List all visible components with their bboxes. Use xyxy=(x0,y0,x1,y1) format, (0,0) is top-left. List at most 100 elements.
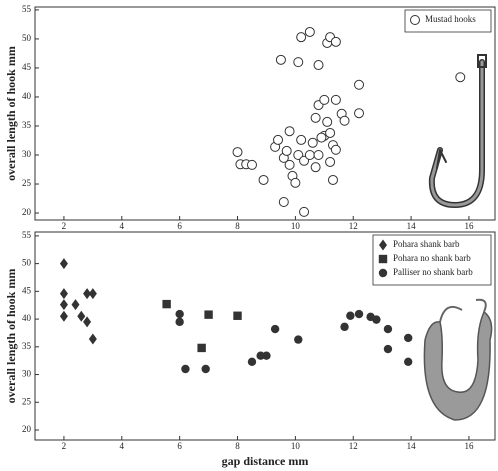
legend-marker xyxy=(379,239,387,251)
point xyxy=(404,357,413,366)
point xyxy=(296,32,307,43)
point xyxy=(310,162,321,173)
point xyxy=(281,145,292,156)
plot-frame xyxy=(34,231,496,441)
y-tick-label: 25 xyxy=(22,178,32,188)
point xyxy=(275,54,286,65)
point xyxy=(246,159,257,170)
point xyxy=(175,317,184,327)
point xyxy=(339,115,350,126)
point xyxy=(313,60,324,71)
point xyxy=(83,288,92,300)
plots: 20 25 30 35 40 45 50 55 2 4 6 8 10 12 14 16 overall leng… xyxy=(4,4,496,468)
y-axis-title: overall length of hook mm xyxy=(4,46,18,181)
hook-illustration xyxy=(428,54,487,209)
y-tick-label: 35 xyxy=(22,120,32,130)
y-tick-label: 55 xyxy=(22,230,32,240)
plot-frame xyxy=(34,6,496,221)
point xyxy=(294,335,303,344)
legend-label: Mustad hooks xyxy=(425,14,476,24)
y-tick-label: 50 xyxy=(22,258,32,268)
point xyxy=(383,344,393,354)
y-tick-label: 40 xyxy=(22,313,32,323)
y-tick-label: 45 xyxy=(22,285,32,295)
point xyxy=(258,174,269,185)
point xyxy=(346,311,355,320)
point xyxy=(455,72,466,83)
x-tick-label: 12 xyxy=(349,441,358,451)
x-tick-label: 16 xyxy=(464,441,474,451)
point xyxy=(273,134,284,145)
point xyxy=(201,364,210,374)
point xyxy=(290,177,301,188)
y-tick-label: 40 xyxy=(22,91,32,101)
y-tick-label: 30 xyxy=(22,149,32,159)
y-tick-label: 35 xyxy=(22,341,32,351)
x-tick-label: 8 xyxy=(235,221,240,231)
point xyxy=(299,155,310,166)
y-axis-title: overall length of hook mm xyxy=(4,269,18,404)
point xyxy=(340,322,349,332)
point xyxy=(256,351,265,360)
legend-marker xyxy=(410,15,420,25)
x-tick-label: 14 xyxy=(407,441,417,451)
point xyxy=(71,299,80,311)
point xyxy=(59,310,68,322)
x-tick-label: 6 xyxy=(177,441,182,451)
legend: Mustad hooks xyxy=(404,9,492,33)
point xyxy=(175,309,184,319)
x-axis-title: gap distance mm xyxy=(222,454,309,468)
point xyxy=(284,159,295,170)
x-tick-label: 8 xyxy=(235,441,240,451)
x-tick-label: 4 xyxy=(120,441,125,451)
point xyxy=(162,299,171,309)
y-tick-label: 55 xyxy=(22,4,32,14)
point xyxy=(354,79,365,90)
point xyxy=(59,258,68,270)
x-tick-label: 10 xyxy=(291,221,301,231)
legend-label: Pohara shank barb xyxy=(393,239,460,249)
point xyxy=(307,137,318,148)
bone-hook-illustration xyxy=(423,298,493,421)
point xyxy=(88,288,97,300)
point xyxy=(383,324,393,334)
y-tick-label: 45 xyxy=(22,62,32,72)
point xyxy=(77,310,86,322)
x-tick-label: 12 xyxy=(349,221,358,231)
point xyxy=(270,324,280,334)
point xyxy=(293,57,304,68)
point xyxy=(247,357,257,366)
point xyxy=(197,343,206,353)
x-tick-label: 14 xyxy=(407,221,417,231)
y-tick-label: 30 xyxy=(22,369,32,379)
point xyxy=(330,144,341,155)
point xyxy=(304,26,315,37)
point xyxy=(262,351,271,360)
point xyxy=(284,126,295,137)
legend-marker xyxy=(378,254,388,264)
point xyxy=(59,299,68,311)
legend-label: Pohara no shank barb xyxy=(393,253,471,263)
point xyxy=(354,108,365,119)
legend: Pohara shank barb Pohara no shank barb Pal… xyxy=(372,234,492,286)
y-tick-label: 20 xyxy=(22,207,32,217)
point xyxy=(372,315,381,324)
point xyxy=(304,149,315,160)
panel: 20 25 30 35 40 45 50 55 2 4 6 8 10 12 14 16 overall leng… xyxy=(4,230,496,468)
panel: 20 25 30 35 40 45 50 55 2 4 6 8 10 12 14 16 overall leng… xyxy=(4,4,496,231)
point xyxy=(325,156,336,167)
point xyxy=(204,310,213,319)
y-tick-label: 50 xyxy=(22,33,32,43)
x-tick-label: 16 xyxy=(464,221,474,231)
y-tick-label: 25 xyxy=(22,396,32,406)
point xyxy=(181,364,190,374)
point xyxy=(330,94,341,105)
point xyxy=(293,149,304,160)
point xyxy=(278,197,289,208)
point xyxy=(319,94,330,105)
point xyxy=(232,147,243,158)
point xyxy=(296,134,307,145)
legend-box xyxy=(372,234,492,286)
x-tick-label: 2 xyxy=(62,441,67,451)
